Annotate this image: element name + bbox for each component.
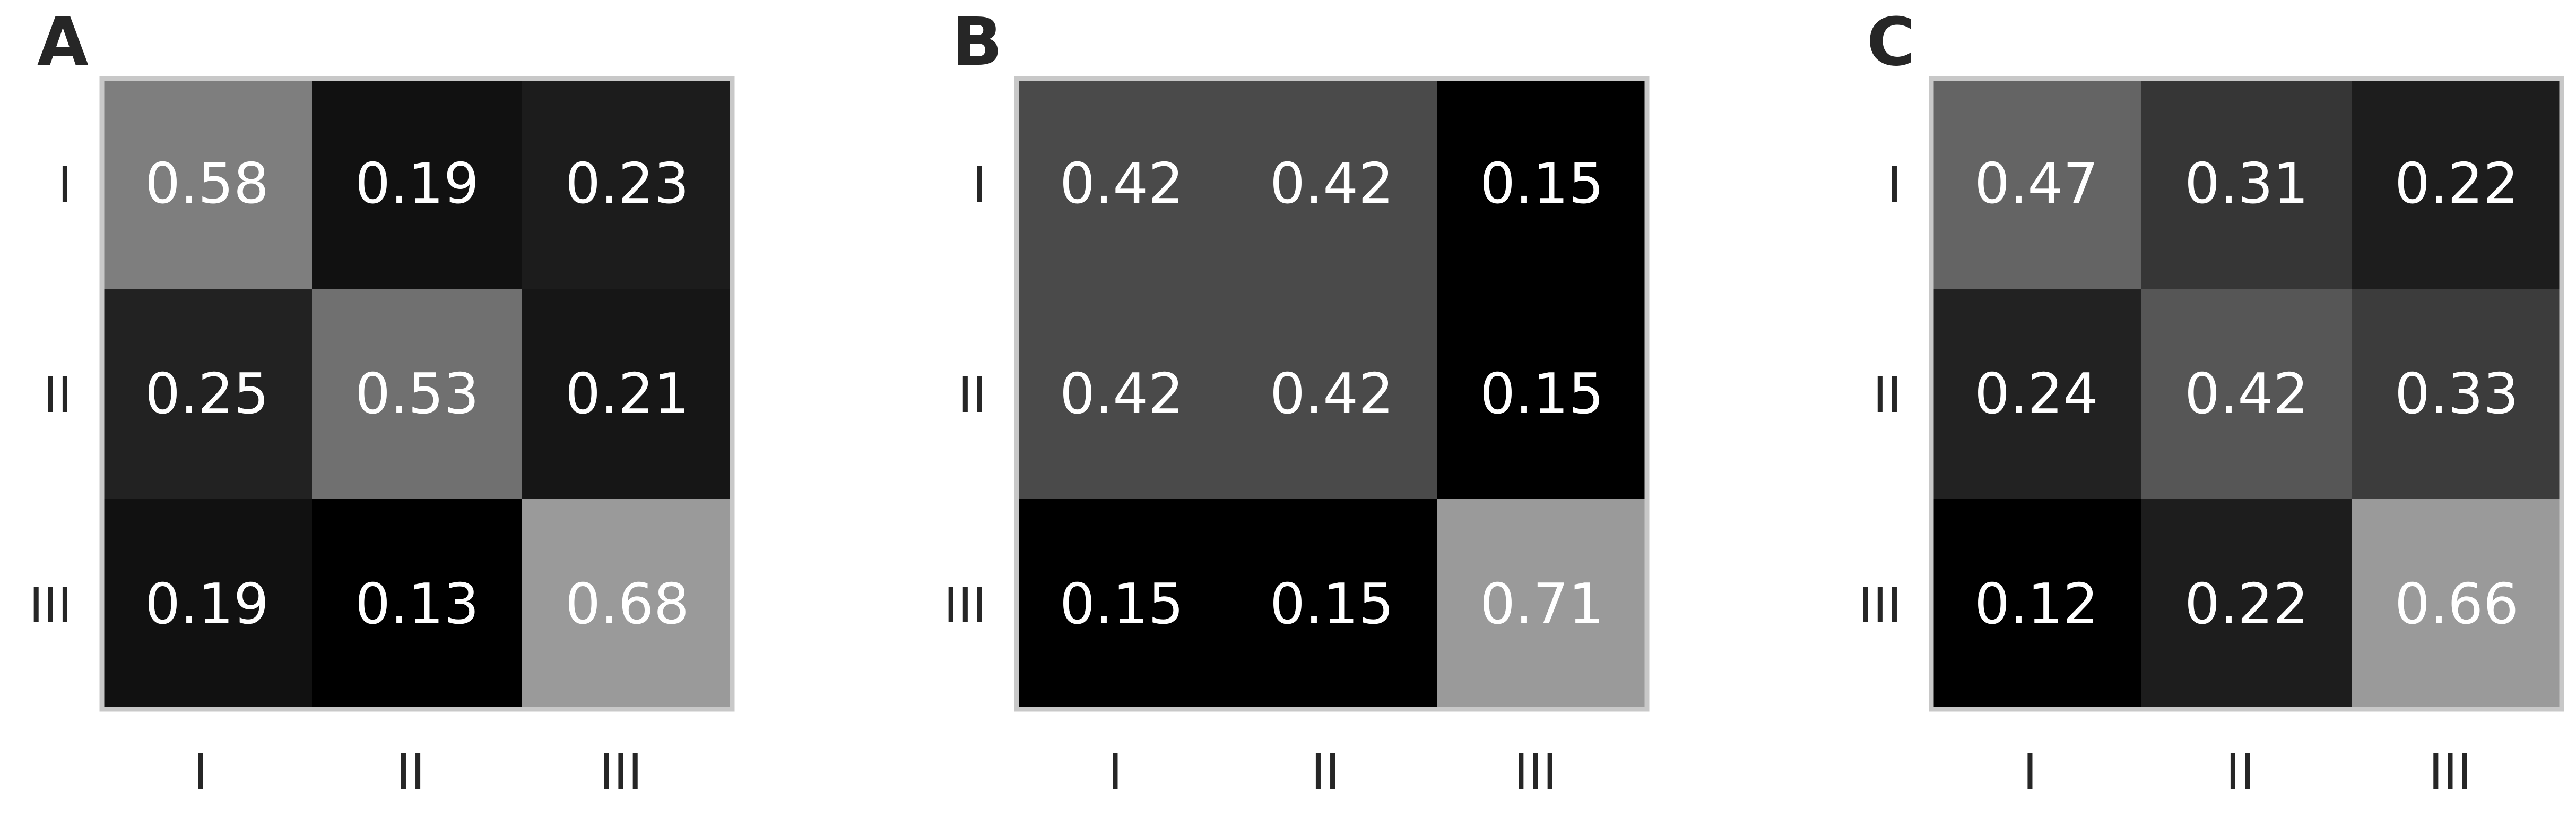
- x-tick-label-A-2: II: [396, 744, 425, 801]
- cell-value-A-3-2: 0.13: [355, 572, 479, 637]
- heatmap-frame-A: [99, 76, 735, 712]
- panel-label-C: C: [1867, 4, 1915, 81]
- cell-value-A-1-2: 0.19: [355, 151, 479, 216]
- cell-value-B-3-3: 0.71: [1480, 572, 1604, 637]
- heatmap-cell-B-2-1: [1017, 289, 1227, 499]
- x-tick-label-B-3: III: [1514, 744, 1557, 801]
- cell-value-C-2-3: 0.33: [2395, 362, 2519, 426]
- y-tick-label-C-1: I: [1887, 157, 1902, 213]
- heatmap-cell-A-1-3: [522, 79, 732, 289]
- cell-value-B-3-1: 0.15: [1060, 572, 1184, 637]
- heatmap-cell-C-2-1: [1931, 289, 2141, 499]
- cell-value-C-1-3: 0.22: [2395, 151, 2519, 216]
- heatmap-cell-A-3-1: [102, 499, 312, 709]
- cell-value-C-2-2: 0.42: [2184, 362, 2309, 426]
- cell-value-C-1-2: 0.31: [2184, 151, 2309, 216]
- heatmap-cell-B-1-3: [1437, 79, 1647, 289]
- heatmap-cell-A-1-2: [312, 79, 522, 289]
- heatmap-cell-B-3-2: [1227, 499, 1437, 709]
- cell-value-A-2-2: 0.53: [355, 362, 479, 426]
- y-tick-label-C-2: II: [1873, 367, 1902, 424]
- cell-value-C-2-1: 0.24: [1974, 362, 2098, 426]
- heatmap-cell-B-1-1: [1017, 79, 1227, 289]
- y-tick-label-A-1: I: [58, 157, 72, 213]
- cell-value-B-2-2: 0.42: [1270, 362, 1394, 426]
- cell-value-B-1-3: 0.15: [1480, 151, 1604, 216]
- x-tick-label-C-1: I: [2023, 744, 2037, 801]
- heatmap-cell-A-3-2: [312, 499, 522, 709]
- y-tick-label-C-3: III: [1859, 577, 1902, 634]
- heatmap-cell-B-2-2: [1227, 289, 1437, 499]
- y-tick-label-B-1: I: [973, 157, 987, 213]
- heatmap-cell-B-3-1: [1017, 499, 1227, 709]
- x-tick-label-A-3: III: [599, 744, 642, 801]
- heatmap-cell-A-2-3: [522, 289, 732, 499]
- panel-label-A: A: [37, 4, 89, 81]
- cell-value-A-3-1: 0.19: [145, 572, 269, 637]
- panel-label-B: B: [952, 4, 1002, 81]
- cell-value-B-2-1: 0.42: [1060, 362, 1184, 426]
- cell-value-C-3-2: 0.22: [2184, 572, 2309, 637]
- x-tick-label-C-2: II: [2226, 744, 2254, 801]
- y-tick-label-B-2: II: [958, 367, 987, 424]
- heatmap-cell-B-3-3: [1437, 499, 1647, 709]
- cell-value-C-3-1: 0.12: [1974, 572, 2098, 637]
- heatmap-cell-B-1-2: [1227, 79, 1437, 289]
- heatmap-frame-B: [1014, 76, 1650, 712]
- heatmap-frame-C: [1929, 76, 2564, 712]
- cell-value-B-1-1: 0.42: [1060, 151, 1184, 216]
- cell-value-B-3-2: 0.15: [1270, 572, 1394, 637]
- heatmap-cell-C-3-1: [1931, 499, 2141, 709]
- x-tick-label-B-1: I: [1108, 744, 1122, 801]
- x-tick-label-A-1: I: [193, 744, 207, 801]
- heatmap-cell-C-1-3: [2352, 79, 2562, 289]
- heatmap-cell-C-1-1: [1931, 79, 2141, 289]
- heatmap-cell-A-1-1: [102, 79, 312, 289]
- cell-value-B-2-3: 0.15: [1480, 362, 1604, 426]
- heatmap-cell-C-3-2: [2141, 499, 2352, 709]
- heatmap-cell-C-2-3: [2352, 289, 2562, 499]
- x-tick-label-B-2: II: [1311, 744, 1340, 801]
- cell-value-A-2-3: 0.21: [565, 362, 689, 426]
- heatmap-cell-C-2-2: [2141, 289, 2352, 499]
- heatmap-cell-A-2-2: [312, 289, 522, 499]
- heatmap-cell-A-3-3: [522, 499, 732, 709]
- y-tick-label-A-3: III: [29, 577, 72, 634]
- heatmap-cell-C-1-2: [2141, 79, 2352, 289]
- cell-value-A-1-3: 0.23: [565, 151, 689, 216]
- y-tick-label-A-2: II: [44, 367, 72, 424]
- cell-value-A-1-1: 0.58: [145, 151, 269, 216]
- cell-value-A-2-1: 0.25: [145, 362, 269, 426]
- y-tick-label-B-3: III: [944, 577, 987, 634]
- heatmap-cell-B-2-3: [1437, 289, 1647, 499]
- cell-value-C-1-1: 0.47: [1974, 151, 2098, 216]
- x-tick-label-C-3: III: [2428, 744, 2471, 801]
- cell-value-B-1-2: 0.42: [1270, 151, 1394, 216]
- heatmap-cell-C-3-3: [2352, 499, 2562, 709]
- cell-value-A-3-3: 0.68: [565, 572, 689, 637]
- cell-value-C-3-3: 0.66: [2395, 572, 2519, 637]
- heatmap-cell-A-2-1: [102, 289, 312, 499]
